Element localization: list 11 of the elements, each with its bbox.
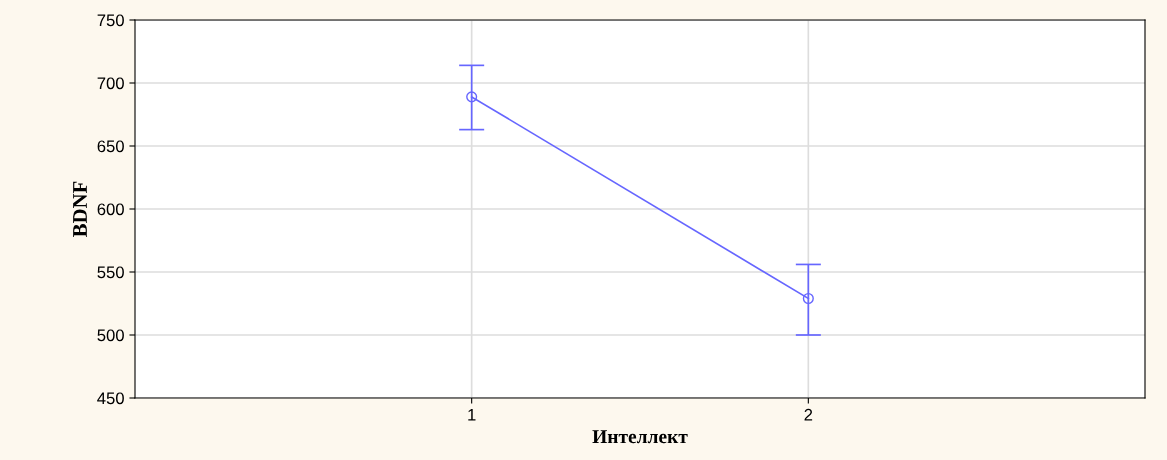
y-tick-label: 650 [97, 140, 124, 153]
y-tick-label: 450 [97, 392, 124, 405]
y-tick-label: 750 [97, 14, 124, 27]
y-tick-label: 550 [97, 266, 124, 279]
y-tick-label: 700 [97, 77, 124, 90]
x-tick-label: 2 [804, 408, 813, 421]
y-tick-label: 600 [97, 203, 124, 216]
x-axis-title: Интеллект [592, 430, 688, 444]
y-axis-title: BDNF [73, 181, 87, 238]
y-tick-label: 500 [97, 329, 124, 342]
x-tick-label: 1 [468, 409, 476, 421]
